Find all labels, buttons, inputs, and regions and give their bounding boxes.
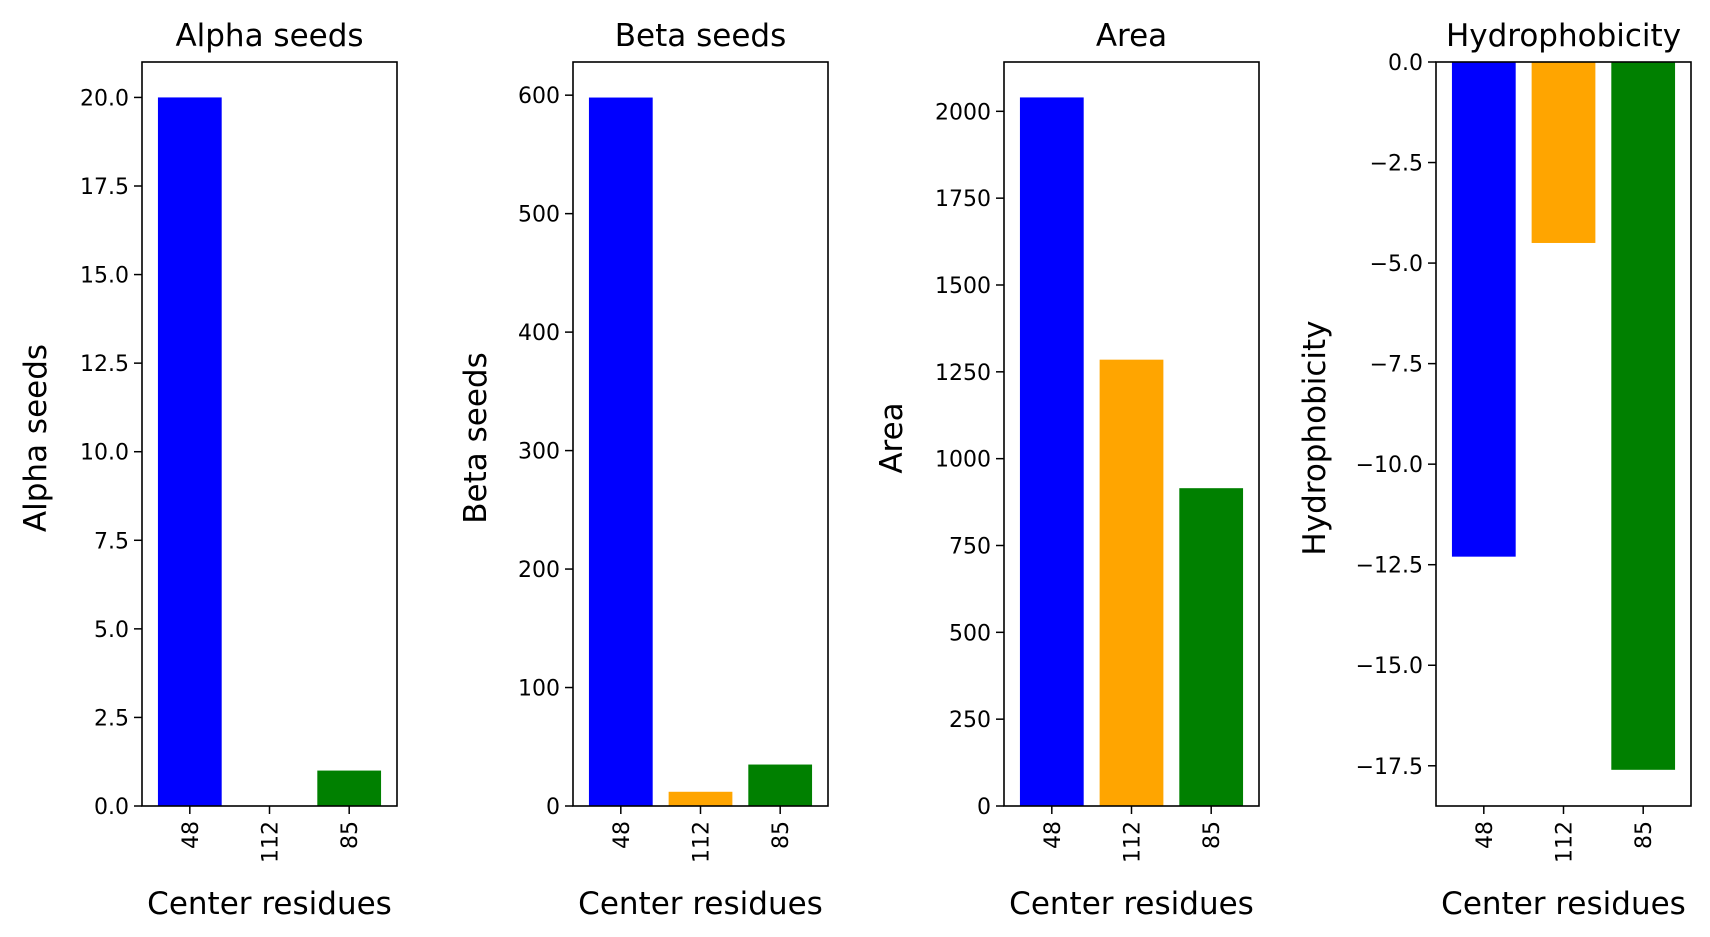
y-tick-label: 17.5: [80, 175, 129, 200]
y-tick-label: 500: [518, 203, 560, 228]
x-tick-label: 48: [179, 821, 204, 849]
x-tick-label: 112: [259, 821, 284, 863]
y-tick-label: 1750: [935, 187, 991, 212]
y-tick-label: 600: [518, 84, 560, 109]
x-tick-label: 48: [1473, 821, 1498, 849]
y-axis-label: Hydrophobicity: [1297, 320, 1333, 555]
bar-48: [588, 97, 653, 807]
x-axis-label: Center residues: [1009, 886, 1254, 922]
y-tick-label: 10.0: [80, 441, 129, 466]
y-tick-label: 1000: [935, 448, 991, 473]
y-tick-label: −15.0: [1356, 654, 1423, 679]
x-axis-label: Center residues: [578, 886, 823, 922]
y-tick-label: 0: [977, 795, 991, 820]
bar-112: [668, 791, 733, 806]
y-tick-label: 0: [546, 795, 560, 820]
bar-48: [1451, 62, 1516, 557]
y-tick-label: 250: [949, 708, 991, 733]
chart-title: Beta seeds: [615, 18, 786, 54]
bar-112: [1099, 359, 1164, 806]
y-tick-label: 2.5: [94, 706, 129, 731]
y-tick-label: −2.5: [1370, 152, 1423, 177]
y-tick-label: 300: [518, 440, 560, 465]
y-tick-label: 0.0: [1388, 51, 1423, 76]
y-tick-label: 500: [949, 621, 991, 646]
x-tick-label: 85: [338, 821, 363, 849]
y-tick-label: 2000: [935, 100, 991, 125]
x-axis-label: Center residues: [147, 886, 392, 922]
bar-48: [157, 97, 222, 807]
x-tick-label: 48: [610, 821, 635, 849]
y-tick-label: 7.5: [94, 529, 129, 554]
y-tick-label: 750: [949, 534, 991, 559]
bar-85: [1179, 488, 1244, 806]
y-tick-label: 20.0: [80, 86, 129, 111]
y-tick-label: 12.5: [80, 352, 129, 377]
y-tick-label: 1500: [935, 274, 991, 299]
x-axis-label: Center residues: [1441, 886, 1686, 922]
y-tick-label: −7.5: [1370, 353, 1423, 378]
y-axis-label: Beta seeds: [458, 352, 494, 523]
bar-85: [1611, 62, 1676, 770]
y-tick-label: 15.0: [80, 264, 129, 289]
y-tick-label: 5.0: [94, 618, 129, 643]
x-tick-label: 48: [1041, 821, 1066, 849]
x-tick-label: 112: [1121, 821, 1146, 863]
y-tick-label: −5.0: [1370, 252, 1423, 277]
x-tick-label: 112: [1553, 821, 1578, 863]
bar-112: [1531, 62, 1596, 243]
x-tick-label: 85: [769, 821, 794, 849]
bar-85: [317, 770, 382, 806]
x-tick-label: 112: [690, 821, 715, 863]
chart-panel-3: 0 250 500 750 1000 1250 1500 1750 2000 48 112 85 Are…: [874, 18, 1260, 922]
chart-panel-4: 0.0 −2.5 −5.0 −7.5 −10.0 −12.5 −15.0 −17.5 48 112…: [1297, 18, 1692, 922]
y-tick-label: −17.5: [1356, 755, 1423, 780]
bar-48: [1019, 97, 1084, 807]
x-tick-label: 85: [1632, 821, 1657, 849]
y-axis-label: Alpha seeds: [18, 344, 54, 532]
y-tick-label: −10.0: [1356, 453, 1423, 478]
chart-title: Area: [1096, 18, 1167, 54]
chart-title: Alpha seeds: [175, 18, 363, 54]
x-tick-label: 85: [1200, 821, 1225, 849]
y-tick-label: −12.5: [1356, 554, 1423, 579]
bar-85: [748, 764, 813, 806]
chart-title: Hydrophobicity: [1446, 18, 1681, 54]
chart-panel-2: 0 100 200 300 400 500 600 48 112 85 Beta seeds Cent…: [458, 18, 829, 922]
y-tick-label: 200: [518, 558, 560, 583]
chart-panel-1: 0.0 2.5 5.0 7.5 10.0 12.5 15.0 17.5 20.0 48 112 85 A…: [18, 18, 398, 922]
y-tick-label: 100: [518, 677, 560, 702]
y-tick-label: 400: [518, 321, 560, 346]
y-tick-label: 1250: [935, 361, 991, 386]
y-tick-label: 0.0: [94, 795, 129, 820]
y-axis-label: Area: [874, 402, 910, 473]
